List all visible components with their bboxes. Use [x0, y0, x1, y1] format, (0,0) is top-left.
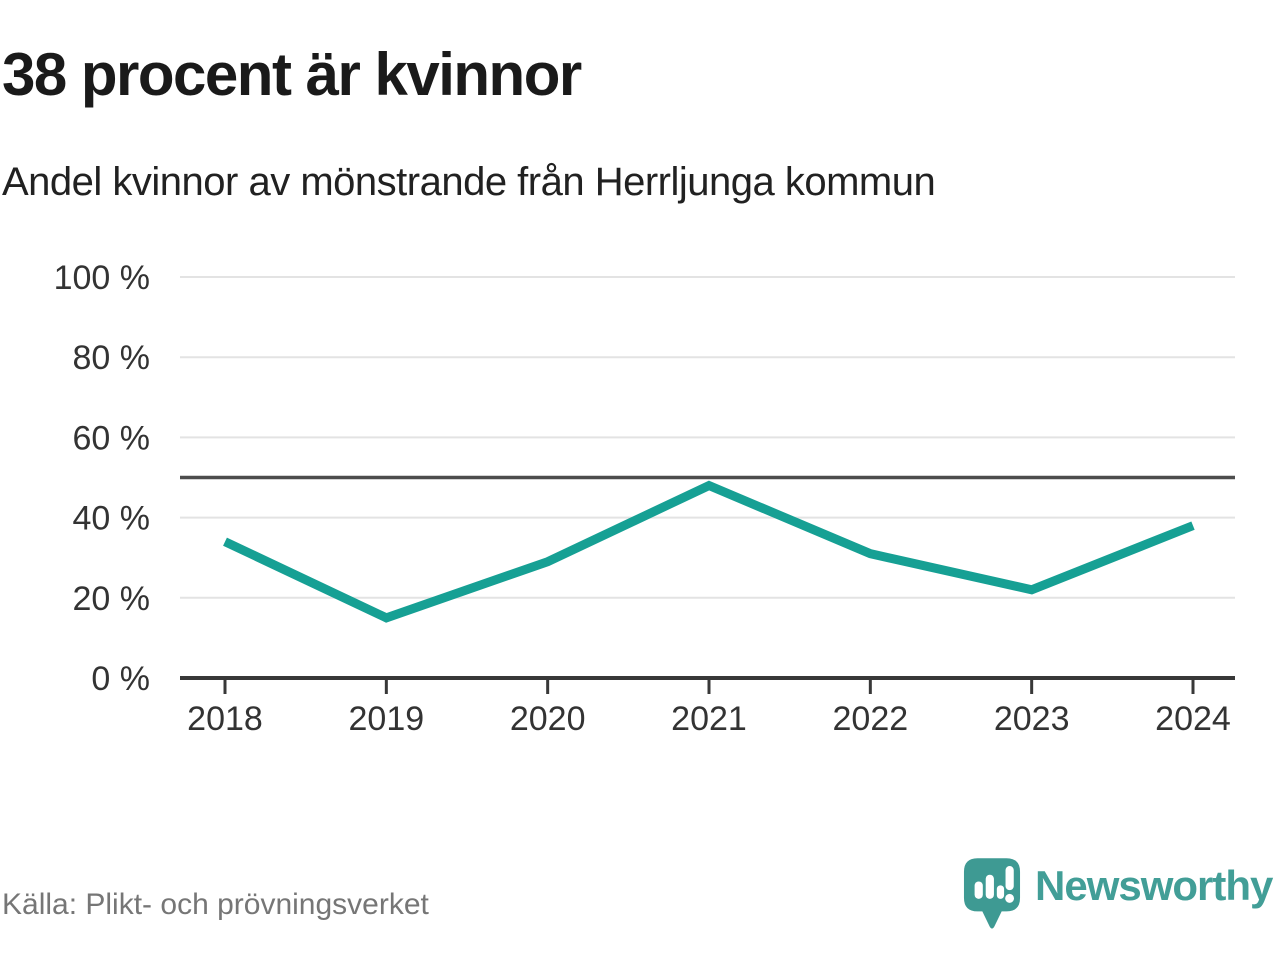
- source-attribution: Källa: Plikt- och prövningsverket: [2, 888, 429, 921]
- x-tick-label: 2020: [510, 700, 586, 738]
- chart-subtitle: Andel kvinnor av mönstrande från Herrlju…: [2, 160, 936, 204]
- chart-title: 38 procent är kvinnor: [2, 41, 582, 108]
- x-tick-label: 2022: [833, 700, 909, 738]
- newsworthy-logo-icon: [963, 858, 1021, 929]
- newsworthy-logo: Newsworthy: [963, 856, 1273, 934]
- y-tick-label: 20 %: [73, 580, 151, 618]
- x-tick-label: 2019: [349, 700, 425, 738]
- y-tick-label: 0 %: [91, 660, 150, 698]
- x-tick-label: 2024: [1155, 700, 1231, 738]
- y-tick-label: 40 %: [73, 500, 151, 538]
- y-tick-label: 100 %: [54, 259, 150, 297]
- x-tick-label: 2021: [671, 700, 747, 738]
- newsworthy-wordmark: Newsworthy: [1035, 862, 1273, 909]
- y-tick-label: 60 %: [73, 419, 151, 457]
- series-line-andel-kvinnor: [223, 480, 1195, 623]
- y-tick-label: 80 %: [73, 339, 151, 377]
- x-tick-label: 2018: [187, 700, 263, 738]
- x-tick-label: 2023: [994, 700, 1070, 738]
